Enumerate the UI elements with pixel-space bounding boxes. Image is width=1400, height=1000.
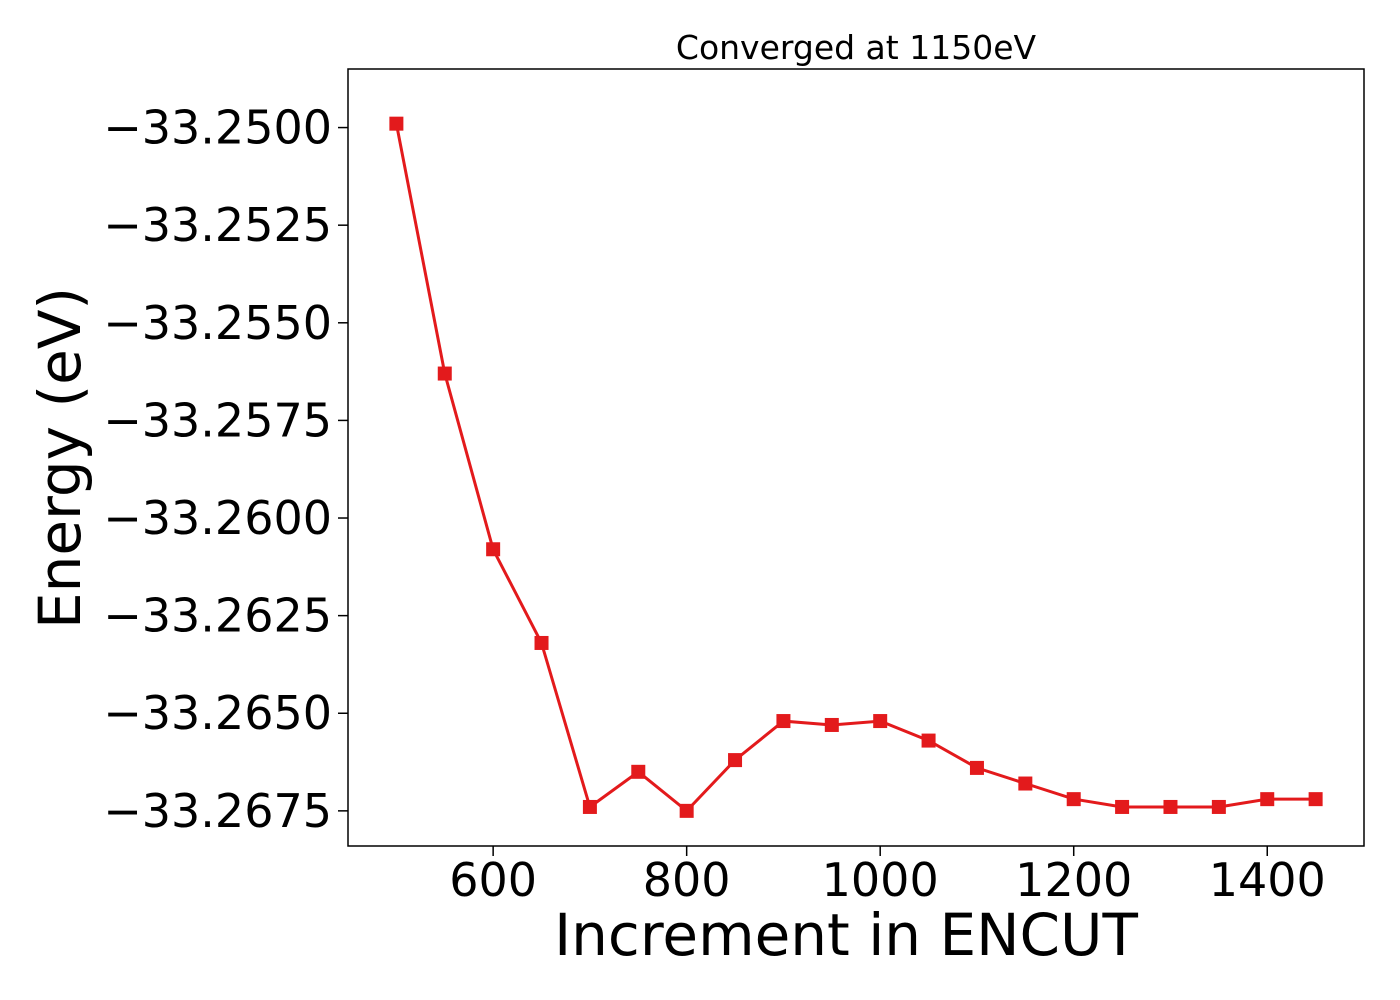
y-axis: −33.2500 −33.2525 −33.2550 −33.2575 −33.2600…: [103, 101, 348, 838]
y-tick-label: −33.2500: [103, 101, 332, 155]
y-tick-label: −33.2550: [103, 296, 332, 350]
chart-title: Converged at 1150eV: [676, 28, 1037, 67]
x-tick-label: 1400: [1209, 853, 1326, 907]
y-axis-label: Energy (eV): [26, 287, 94, 629]
y-tick-label: −33.2575: [103, 393, 332, 447]
data-point-marker: [824, 717, 839, 732]
data-point-marker: [969, 760, 984, 775]
data-point-marker: [1308, 792, 1323, 807]
series-markers: [389, 116, 1323, 818]
y-tick-label: −33.2600: [103, 491, 332, 545]
data-point-marker: [582, 799, 597, 814]
y-tick-label: −33.2625: [103, 589, 332, 643]
plot-frame: [347, 68, 1365, 847]
data-point-marker: [1260, 792, 1275, 807]
data-point-marker: [389, 116, 404, 131]
data-point-marker: [679, 803, 694, 818]
x-tick-label: 1000: [822, 853, 939, 907]
series-line: [394, 123, 1316, 813]
data-point-marker: [1211, 799, 1226, 814]
data-point-marker: [921, 733, 936, 748]
data-point-marker: [631, 764, 646, 779]
data-point-marker: [776, 714, 791, 729]
x-tick-label: 800: [643, 853, 731, 907]
data-point-marker: [534, 635, 549, 650]
y-tick-label: −33.2650: [103, 686, 332, 740]
y-tick-label: −33.2525: [103, 198, 332, 252]
data-point-marker: [486, 542, 501, 557]
data-point-marker: [1066, 792, 1081, 807]
data-point-marker: [1163, 799, 1178, 814]
x-axis-label: Increment in ENCUT: [554, 901, 1138, 969]
x-axis: 600 800 1000 1200 1400: [449, 846, 1326, 907]
x-tick-label: 600: [449, 853, 537, 907]
data-point-marker: [1018, 776, 1033, 791]
x-tick-label: 1200: [1015, 853, 1132, 907]
data-point-marker: [873, 714, 888, 729]
y-tick-label: −33.2675: [103, 784, 332, 838]
data-point-marker: [728, 753, 743, 768]
data-point-marker: [437, 366, 452, 381]
data-point-marker: [1115, 799, 1130, 814]
